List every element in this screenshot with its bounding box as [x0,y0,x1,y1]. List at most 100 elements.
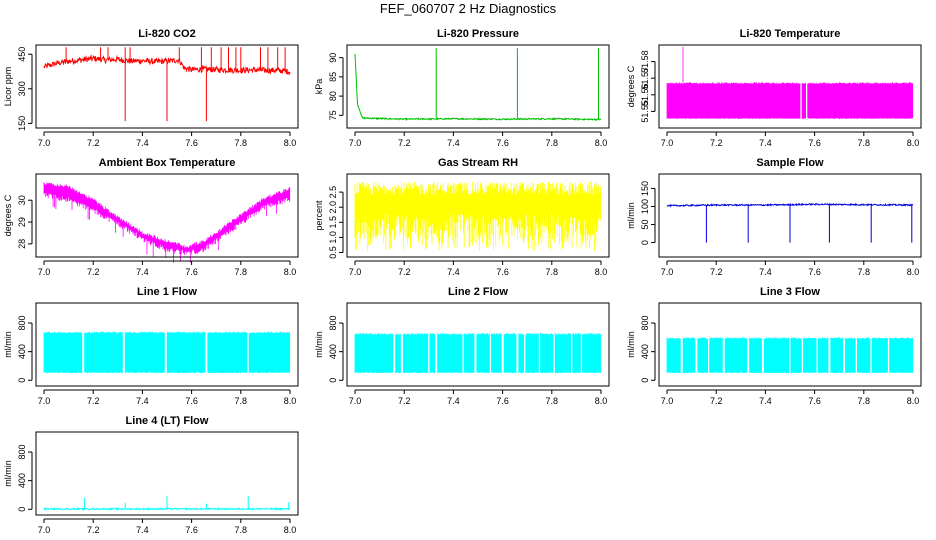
x-tick-label: 8.0 [595,267,608,277]
y-axis: 75 80 85 90 kPa [314,53,344,120]
y-tick-label: 400 [17,473,27,488]
x-tick-label: 7.6 [808,396,821,406]
plot-frame [658,302,922,387]
plot-frame [35,431,299,516]
y-tick-label: 400 [17,344,27,359]
data-series [43,331,291,374]
plot-frame [35,44,299,129]
y-tick-label: 150 [17,116,27,131]
y-tick-label: 800 [17,445,27,460]
panel-title: Sample Flow [756,157,824,169]
x-tick-label: 8.0 [907,138,920,148]
y-axis-label: degrees C [626,65,636,107]
y-tick-label: 90 [328,53,338,63]
y-tick-label: 450 [17,47,27,62]
x-tick-label: 7.4 [136,138,149,148]
chart-panel-5: Gas Stream RH 7.0 7.2 7.4 7.6 7.8 8.0 0.5 1.0 1.5… [314,157,610,277]
x-tick-label: 8.0 [907,396,920,406]
figure-title: FEF_060707 2 Hz Diagnostics [379,1,557,16]
y-axis-label: percent [314,200,324,231]
plot-frame [346,44,610,129]
x-tick-label: 7.6 [496,396,509,406]
panel-title: Gas Stream RH [438,157,518,169]
x-tick-label: 8.0 [284,525,297,535]
x-tick-label: 7.6 [185,138,198,148]
x-tick-label: 7.8 [858,396,871,406]
x-tick-label: 7.8 [546,267,559,277]
plot-area [43,331,291,374]
x-axis: 7.0 7.2 7.4 7.6 7.8 8.0 [661,131,920,148]
x-tick-label: 7.8 [546,396,559,406]
x-tick-label: 7.2 [87,396,100,406]
plot-area [354,181,602,251]
x-tick-label: 7.2 [710,396,723,406]
y-tick-label: 0 [640,240,650,245]
x-tick-label: 7.2 [710,267,723,277]
y-axis: 0 50 100 150 ml/min [626,181,656,245]
x-tick-label: 7.2 [398,396,411,406]
x-axis: 7.0 7.2 7.4 7.6 7.8 8.0 [38,131,297,148]
y-tick-label: 0 [17,378,27,383]
x-tick-label: 7.2 [87,138,100,148]
x-tick-label: 7.0 [349,396,362,406]
panel-title: Line 4 (LT) Flow [126,415,209,427]
panel-title: Line 1 Flow [137,286,197,298]
y-tick-label: 51.57 [640,67,650,90]
y-tick-label: 51.55 [640,100,650,123]
data-series [43,495,291,511]
plot-area [43,495,291,511]
plot-area [354,333,602,374]
y-axis-label: ml/min [626,202,636,229]
data-series [666,202,914,243]
x-axis: 7.0 7.2 7.4 7.6 7.8 8.0 [349,389,607,406]
y-tick-label: 150 [640,181,650,196]
x-tick-label: 7.8 [858,267,871,277]
x-tick-label: 7.8 [546,138,559,148]
x-tick-label: 7.8 [235,267,248,277]
y-axis-label: ml/min [626,331,636,358]
y-axis: 0 400 800 ml/min [626,316,656,383]
data-series [43,47,291,122]
y-axis: 0 400 800 ml/min [3,316,33,383]
y-axis-label: ml/min [314,331,324,358]
x-tick-label: 7.4 [759,396,772,406]
y-tick-label: 51.56 [640,84,650,107]
chart-panel-3: Li-820 Temperature 7.0 7.2 7.4 7.6 7.8 8.0 51.5… [626,28,922,148]
x-axis: 7.0 7.2 7.4 7.6 7.8 8.0 [661,389,920,406]
x-tick-label: 8.0 [284,138,297,148]
y-tick-label: 0 [328,378,338,383]
y-tick-label: 1.0 [328,231,338,244]
chart-panel-10: Line 4 (LT) Flow 7.0 7.2 7.4 7.6 7.8 8.0 0 400 80… [3,415,299,535]
y-axis-label: Licor ppm [3,67,13,107]
panel-title: Li-820 Pressure [437,28,519,40]
y-tick-label: 1.5 [328,216,338,229]
y-tick-label: 800 [17,316,27,331]
data-series [666,46,914,119]
x-tick-label: 8.0 [284,396,297,406]
x-tick-label: 7.6 [185,525,198,535]
x-tick-label: 7.6 [185,267,198,277]
plot-area [43,182,291,263]
y-tick-label: 50 [640,220,650,230]
y-tick-label: 400 [640,344,650,359]
y-tick-label: 800 [328,316,338,331]
y-tick-label: 0 [640,378,650,383]
x-tick-label: 7.4 [136,396,149,406]
data-series [666,337,914,374]
chart-panel-8: Line 2 Flow 7.0 7.2 7.4 7.6 7.8 8.0 0 400 800 ml/m… [314,286,610,406]
y-tick-label: 400 [328,344,338,359]
x-tick-label: 7.0 [349,138,362,148]
x-tick-label: 7.0 [38,267,51,277]
y-tick-label: 51.58 [640,50,650,73]
x-tick-label: 7.2 [398,267,411,277]
y-tick-label: 30 [17,195,27,205]
y-tick-label: 100 [640,199,650,214]
y-axis: 0 400 800 ml/min [3,445,33,512]
y-axis: 0 400 800 ml/min [314,316,344,383]
y-axis-label: ml/min [3,460,13,487]
x-tick-label: 8.0 [595,138,608,148]
x-axis: 7.0 7.2 7.4 7.6 7.8 8.0 [349,260,608,277]
plot-frame [35,302,299,387]
plot-frame [658,44,922,129]
